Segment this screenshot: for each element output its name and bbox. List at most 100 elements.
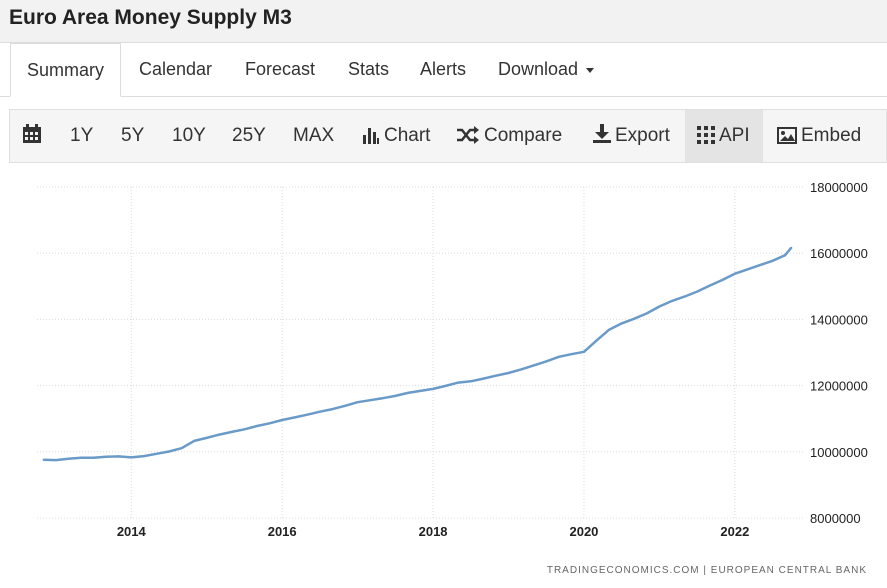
data-point [55,459,57,461]
data-point [790,246,793,249]
export-button[interactable]: Export [593,110,670,162]
tab-bar: Summary Calendar Forecast Stats Alerts D… [0,43,887,97]
x-tick-label: 2016 [268,524,297,539]
data-point [105,455,107,458]
x-tick-label: 2014 [117,524,147,539]
api-button[interactable]: API [685,110,763,162]
data-point [545,360,548,363]
data-point [180,447,183,449]
title-bar: Euro Area Money Supply M3 [0,0,887,43]
calendar-icon [23,124,41,143]
data-point [155,452,158,455]
data-point [532,364,535,367]
data-point [243,428,246,431]
y-tick-label: 14000000 [810,312,868,327]
data-point [407,392,409,394]
data-point [771,260,774,262]
tab-download[interactable]: Download [498,43,595,96]
y-tick-label: 10000000 [810,445,868,460]
data-point [558,356,560,358]
data-point [67,457,70,460]
range-1y-button[interactable]: 1Y [70,125,94,146]
data-point [495,374,497,377]
tab-alerts[interactable]: Alerts [420,59,467,79]
embed-label: Embed [801,125,862,146]
data-point [369,399,372,401]
data-point [344,404,346,407]
data-point [319,410,321,413]
x-tick-label: 2022 [720,524,749,539]
range-5y-button[interactable]: 5Y [121,125,145,146]
tab-download-label: Download [498,59,579,79]
line-chart: 8000000 10000000 12000000 14000000 16000000 1… [37,180,868,539]
chart-type-label: Chart [384,125,431,146]
data-point [193,440,195,442]
download-icon [593,124,611,143]
tab-summary[interactable]: Summary [10,43,122,97]
data-point [168,450,170,453]
data-point [444,385,447,387]
export-label: Export [615,125,670,146]
data-point [231,431,233,433]
y-tick-label: 8000000 [810,511,861,526]
shuffle-icon [457,126,479,144]
data-point [482,377,485,380]
series-line [43,246,793,462]
data-point [633,317,636,320]
x-tick-label: 2020 [569,524,598,539]
data-point [42,458,45,461]
data-point [520,368,522,371]
chart-toolbar: 1Y 5Y 10Y 25Y MAX Chart Compare Export A… [9,109,887,163]
data-point [80,456,82,459]
data-point [683,295,686,298]
data-point [570,353,573,355]
data-point [268,422,271,425]
data-point [721,279,724,281]
data-point [746,268,749,271]
data-point [708,284,711,287]
chart-type-button[interactable]: Chart [362,110,430,162]
data-point [143,455,145,457]
y-tick-label: 16000000 [810,246,868,261]
data-point [92,456,95,459]
y-tick-label: 18000000 [810,180,868,195]
data-point [281,419,283,421]
data-point [734,272,736,275]
caret-down-icon [586,67,595,73]
compare-label: Compare [484,125,563,146]
range-10y-button[interactable]: 10Y [172,125,206,146]
data-point [620,322,623,325]
data-point [205,437,208,439]
data-point [419,390,422,392]
data-point [117,455,120,458]
data-point [331,408,334,410]
data-point [784,254,786,256]
data-point [595,339,598,342]
bar-chart-icon [363,128,379,144]
data-point [432,388,434,390]
data-point [646,312,648,315]
range-max-button[interactable]: MAX [293,125,335,146]
y-tick-label: 12000000 [810,379,868,394]
data-point [507,372,510,374]
data-point [583,351,585,353]
range-25y-button[interactable]: 25Y [232,125,266,146]
x-tick-label: 2018 [419,524,448,539]
tab-calendar[interactable]: Calendar [139,59,213,79]
data-point [130,456,133,459]
tab-stats[interactable]: Stats [348,59,390,79]
source-credit: TRADINGECONOMICS.COM | EUROPEAN CENTRAL … [546,565,867,576]
calendar-button[interactable] [22,110,46,162]
compare-button[interactable]: Compare [456,110,562,162]
api-label: API [719,125,750,146]
data-point [469,380,472,383]
data-point [759,264,761,266]
tab-forecast[interactable]: Forecast [245,59,316,79]
data-point [696,290,698,293]
data-point [381,397,384,399]
page-title: Euro Area Money Supply M3 [9,6,292,29]
image-icon [777,127,797,144]
data-point [293,416,296,419]
embed-button[interactable]: Embed [777,110,861,162]
data-point [356,401,359,403]
